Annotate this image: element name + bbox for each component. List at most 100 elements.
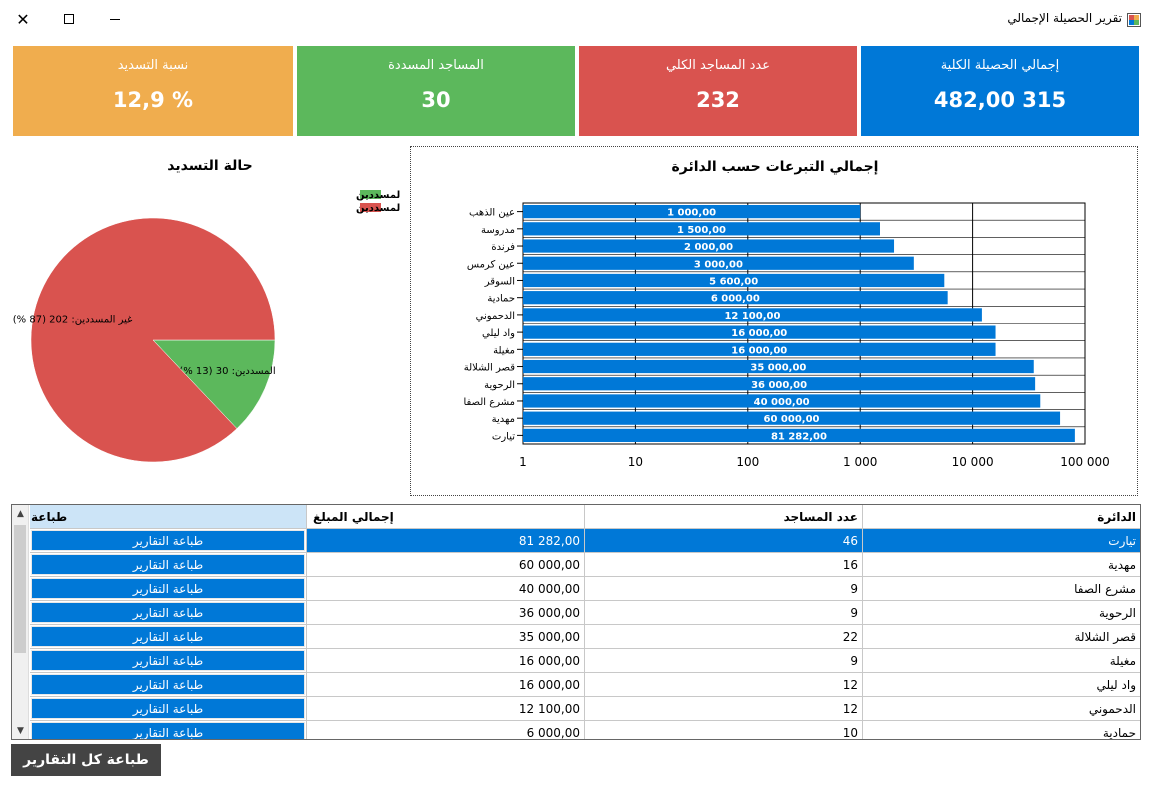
bar-data-label: 40 000,00 — [754, 397, 810, 408]
column-header-district[interactable]: الدائرة — [863, 505, 1140, 529]
table-row[interactable]: الرحوية 9 36 000,00 طباعة التقارير — [30, 601, 1140, 625]
maximize-icon[interactable] — [46, 4, 92, 34]
print-report-button[interactable]: طباعة التقارير — [31, 722, 305, 739]
bar — [523, 428, 1075, 442]
bar-data-label: 6 000,00 — [711, 294, 760, 305]
table-row[interactable]: الدحموني 12 12 100,00 طباعة التقارير — [30, 697, 1140, 721]
cell-amount[interactable]: 12 100,00 — [307, 697, 585, 721]
print-report-button[interactable]: طباعة التقارير — [31, 602, 305, 623]
title-bar: ✕ تقرير الحصيلة الإجمالي — [0, 0, 1152, 38]
category-label: مهدية — [492, 414, 515, 425]
cell-district[interactable]: تيارت — [863, 529, 1140, 553]
cell-amount[interactable]: 36 000,00 — [307, 601, 585, 625]
close-icon[interactable]: ✕ — [16, 9, 30, 29]
districts-grid[interactable]: ▲ ▼ الدائرة عدد المساجد إجمالي المبلغ طب… — [11, 504, 1141, 740]
table-row[interactable]: تيارت 46 81 282,00 طباعة التقارير — [30, 529, 1140, 553]
card-total-mosques: عدد المساجد الكلي 232 — [579, 46, 857, 136]
category-label: حمادية — [487, 294, 515, 305]
cell-district[interactable]: الدحموني — [863, 697, 1140, 721]
card-label: المساجد المسددة — [388, 58, 484, 73]
print-report-button[interactable]: طباعة التقارير — [31, 698, 305, 719]
print-all-button[interactable]: طباعة كل التقارير — [11, 744, 161, 776]
bar-data-label: 1 500,00 — [677, 225, 726, 236]
card-label: نسبة التسديد — [117, 58, 189, 73]
cell-district[interactable]: قصر الشلالة — [863, 625, 1140, 649]
pie-slice-label: غير المسددين: 202 (87 %) — [13, 314, 133, 325]
scroll-down-icon[interactable]: ▼ — [17, 725, 24, 736]
column-header-print[interactable]: طباعة — [30, 505, 307, 529]
cell-amount[interactable]: 40 000,00 — [307, 577, 585, 601]
cell-count[interactable]: 22 — [585, 625, 863, 649]
bar — [523, 273, 945, 288]
pie-slice — [152, 339, 276, 429]
print-report-button[interactable]: طباعة التقارير — [31, 578, 305, 599]
category-label: الرحوية — [484, 380, 515, 391]
vertical-scrollbar[interactable]: ▲ ▼ — [12, 505, 29, 739]
bar-data-label: 16 000,00 — [731, 328, 787, 339]
card-value: 232 — [696, 88, 740, 112]
print-report-button[interactable]: طباعة التقارير — [31, 626, 305, 647]
cell-count[interactable]: 16 — [585, 553, 863, 577]
table-row[interactable]: واد ليلي 12 16 000,00 طباعة التقارير — [30, 673, 1140, 697]
cell-amount[interactable]: 16 000,00 — [307, 649, 585, 673]
bar — [523, 308, 982, 322]
cell-count[interactable]: 9 — [585, 601, 863, 625]
cell-amount[interactable]: 81 282,00 — [307, 529, 585, 553]
column-header-amount[interactable]: إجمالي المبلغ — [307, 505, 585, 529]
bar — [523, 394, 1041, 408]
category-label: مدروسة — [481, 225, 515, 236]
card-value: % 12,9 — [112, 88, 194, 112]
print-report-button[interactable]: طباعة التقارير — [31, 650, 305, 671]
card-label: إجمالي الحصيلة الكلية — [940, 58, 1060, 73]
cell-count[interactable]: 10 — [585, 721, 863, 739]
cell-print: طباعة التقارير — [30, 649, 307, 673]
cell-count[interactable]: 9 — [585, 577, 863, 601]
bar — [523, 239, 895, 253]
bar — [523, 205, 861, 219]
cell-amount[interactable]: 60 000,00 — [307, 553, 585, 577]
bar-data-label: 60 000,00 — [764, 414, 820, 425]
cell-amount[interactable]: 6 000,00 — [307, 721, 585, 739]
cell-print: طباعة التقارير — [30, 577, 307, 601]
table-row[interactable]: مشرع الصفا 9 40 000,00 طباعة التقارير — [30, 577, 1140, 601]
category-label: عين كرمس — [467, 259, 515, 270]
card-payment-rate: نسبة التسديد % 12,9 — [13, 46, 293, 136]
cell-district[interactable]: مشرع الصفا — [863, 577, 1140, 601]
bar-data-label: 3 000,00 — [694, 259, 743, 270]
cell-district[interactable]: واد ليلي — [863, 673, 1140, 697]
category-label: فرندة — [491, 242, 515, 253]
cell-print: طباعة التقارير — [30, 721, 307, 739]
bar — [523, 291, 948, 305]
app-icon — [1127, 12, 1141, 27]
minimize-icon[interactable] — [92, 4, 138, 34]
bar-data-label: 16 000,00 — [731, 345, 787, 356]
cell-count[interactable]: 12 — [585, 697, 863, 721]
bar-data-label: 81 282,00 — [771, 431, 827, 442]
cell-district[interactable]: حمادية — [863, 721, 1140, 740]
category-label: مشرع الصفا — [463, 397, 515, 408]
x-tick-label: 100 — [736, 455, 759, 469]
column-header-count[interactable]: عدد المساجد — [585, 505, 863, 529]
cell-district[interactable]: مهدية — [863, 553, 1140, 577]
cell-print: طباعة التقارير — [30, 625, 307, 649]
cell-count[interactable]: 46 — [585, 529, 863, 553]
scroll-thumb[interactable] — [14, 525, 26, 653]
bar — [523, 256, 914, 270]
table-row[interactable]: مهدية 16 60 000,00 طباعة التقارير — [30, 553, 1140, 577]
scroll-up-icon[interactable]: ▲ — [17, 508, 24, 519]
table-row[interactable]: حمادية 10 6 000,00 طباعة التقارير — [30, 721, 1140, 740]
cell-district[interactable]: مغيلة — [863, 649, 1140, 673]
bar — [523, 359, 1034, 374]
print-report-button[interactable]: طباعة التقارير — [31, 530, 305, 551]
x-tick-label: 1 000 — [843, 455, 877, 469]
category-label: قصر الشلالة — [464, 363, 515, 374]
cell-amount[interactable]: 16 000,00 — [307, 673, 585, 697]
cell-district[interactable]: الرحوية — [863, 601, 1140, 625]
print-report-button[interactable]: طباعة التقارير — [31, 554, 305, 575]
table-row[interactable]: مغيلة 9 16 000,00 طباعة التقارير — [30, 649, 1140, 673]
table-row[interactable]: قصر الشلالة 22 35 000,00 طباعة التقارير — [30, 625, 1140, 649]
print-report-button[interactable]: طباعة التقارير — [31, 674, 305, 695]
cell-count[interactable]: 12 — [585, 673, 863, 697]
cell-amount[interactable]: 35 000,00 — [307, 625, 585, 649]
cell-count[interactable]: 9 — [585, 649, 863, 673]
